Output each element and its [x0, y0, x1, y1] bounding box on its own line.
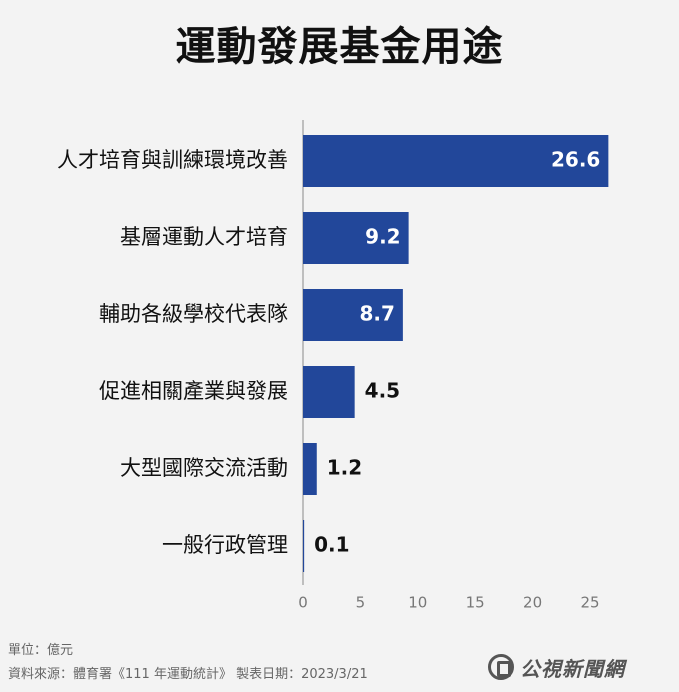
logo-text: 公視新聞網	[520, 656, 625, 681]
category-label: 促進相關產業與發展	[99, 379, 288, 403]
value-label: 9.2	[365, 225, 400, 249]
x-tick-label: 15	[466, 594, 485, 612]
x-tick-label: 25	[580, 594, 599, 612]
value-label: 0.1	[314, 533, 349, 557]
chart-title: 運動發展基金用途	[175, 24, 504, 70]
value-label: 26.6	[551, 148, 600, 172]
category-label: 一般行政管理	[162, 533, 288, 557]
bar	[303, 520, 305, 572]
bar	[303, 289, 403, 341]
x-tick-label: 5	[356, 594, 366, 612]
value-label: 1.2	[327, 456, 362, 480]
category-label: 基層運動人才培育	[120, 225, 288, 249]
category-label: 輔助各級學校代表隊	[99, 302, 288, 326]
bar	[303, 366, 355, 418]
bar	[303, 443, 317, 495]
bar	[303, 135, 609, 187]
x-tick-label: 0	[298, 594, 308, 612]
bar-chart: 人才培育與訓練環境改善 26.6 基層運動人才培育 9.2 輔助各級學校代表隊 8.7 促進…	[57, 120, 609, 612]
bar	[303, 212, 409, 264]
category-label: 人才培育與訓練環境改善	[57, 148, 288, 172]
category-label: 大型國際交流活動	[120, 456, 288, 480]
value-label: 8.7	[359, 302, 394, 326]
logo-icon	[488, 654, 514, 680]
logo: 公視新聞網	[488, 650, 668, 684]
value-label: 4.5	[365, 379, 400, 403]
unit-note: 單位：億元	[8, 643, 74, 658]
x-tick-label: 20	[523, 594, 542, 612]
x-tick-label: 10	[408, 594, 427, 612]
source-note: 資料來源：體育署《111 年運動統計》 製表日期：2023/3/21	[8, 667, 368, 682]
